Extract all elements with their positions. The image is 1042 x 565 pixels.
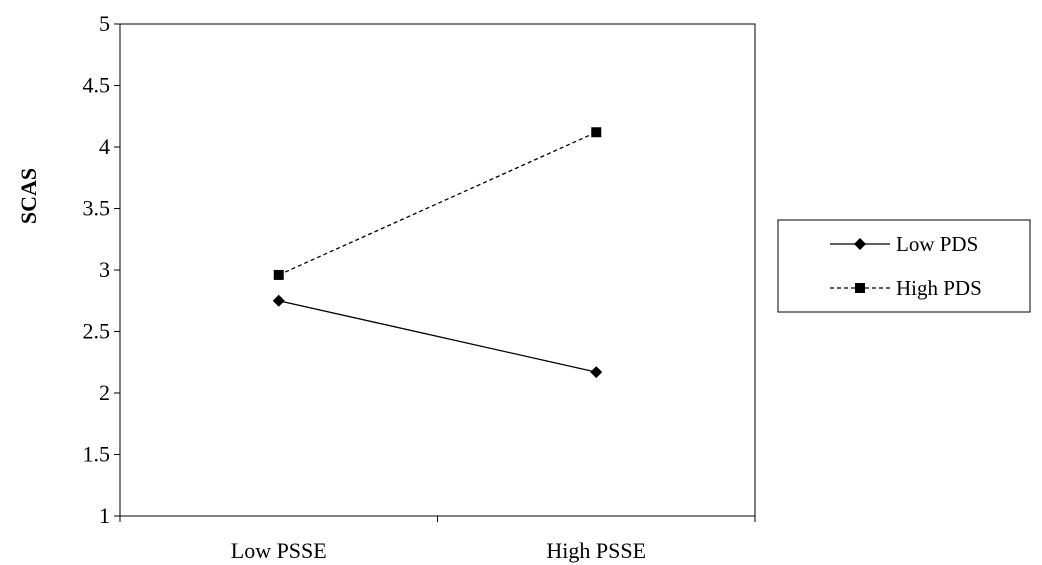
y-tick-label: 4 bbox=[99, 134, 110, 159]
x-tick-label: High PSSE bbox=[546, 538, 646, 563]
data-point bbox=[272, 294, 285, 307]
series-line bbox=[278, 131, 597, 276]
y-tick-label: 3 bbox=[99, 257, 110, 282]
plot-area bbox=[119, 23, 756, 517]
y-axis: 1 1.5 2 2.5 3 3.5 4 4.5 5 bbox=[83, 11, 120, 528]
legend-label: High PDS bbox=[896, 276, 982, 300]
legend-label: Low PDS bbox=[896, 232, 978, 256]
data-point bbox=[273, 269, 284, 280]
y-tick-label: 3.5 bbox=[83, 196, 111, 221]
data-point bbox=[591, 127, 602, 138]
series-line bbox=[278, 300, 597, 373]
legend-box bbox=[777, 219, 1031, 313]
legend-swatch-marker bbox=[854, 238, 866, 250]
legend-swatch-marker bbox=[855, 283, 865, 293]
y-tick-label: 2.5 bbox=[83, 319, 111, 344]
data-point bbox=[590, 366, 603, 379]
series-layer bbox=[272, 127, 603, 379]
y-tick-label: 1.5 bbox=[83, 442, 111, 467]
x-axis: Low PSSE High PSSE bbox=[119, 516, 756, 563]
y-tick-label: 5 bbox=[99, 11, 110, 36]
y-axis-title: SCAS bbox=[16, 168, 41, 224]
x-tick-label: Low PSSE bbox=[231, 538, 327, 563]
legend: Low PDS High PDS bbox=[777, 219, 1031, 313]
series-low-pds bbox=[272, 294, 603, 379]
plot-border bbox=[119, 23, 756, 517]
y-tick-label: 2 bbox=[99, 380, 110, 405]
y-tick-label: 4.5 bbox=[83, 73, 111, 98]
y-tick-label: 1 bbox=[99, 503, 110, 528]
series-high-pds bbox=[273, 127, 602, 280]
